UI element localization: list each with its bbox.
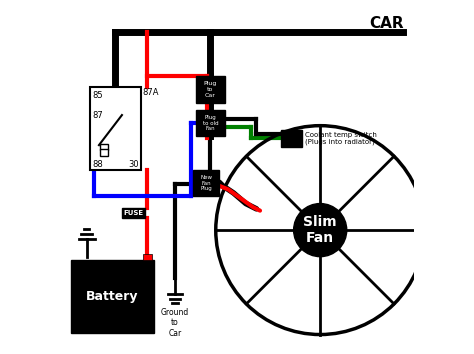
Text: 87A: 87A	[143, 87, 159, 97]
Text: CAR: CAR	[369, 16, 403, 31]
FancyBboxPatch shape	[143, 254, 152, 260]
FancyBboxPatch shape	[122, 208, 145, 218]
FancyBboxPatch shape	[196, 76, 225, 103]
FancyBboxPatch shape	[71, 260, 154, 333]
Text: Coolant temp switch
(Plugs into radiator): Coolant temp switch (Plugs into radiator…	[305, 132, 377, 145]
Text: 30: 30	[128, 160, 139, 169]
FancyBboxPatch shape	[281, 130, 302, 147]
FancyBboxPatch shape	[90, 87, 141, 170]
Text: Plug
to
Car: Plug to Car	[204, 81, 217, 98]
Text: FUSE: FUSE	[123, 210, 144, 216]
FancyBboxPatch shape	[196, 110, 225, 136]
Text: 85: 85	[92, 91, 103, 100]
Text: 88: 88	[92, 160, 103, 169]
Text: Plug
to old
Fan: Plug to old Fan	[203, 115, 218, 131]
FancyBboxPatch shape	[100, 144, 108, 150]
Text: Ground
to
Car: Ground to Car	[161, 308, 189, 338]
Text: New
Fan
Plug: New Fan Plug	[200, 175, 212, 192]
Circle shape	[293, 204, 347, 257]
Text: Battery: Battery	[86, 290, 138, 303]
FancyBboxPatch shape	[193, 170, 219, 196]
Text: Slim
Fan: Slim Fan	[303, 215, 337, 245]
Text: 87: 87	[92, 110, 103, 120]
FancyBboxPatch shape	[100, 149, 108, 156]
